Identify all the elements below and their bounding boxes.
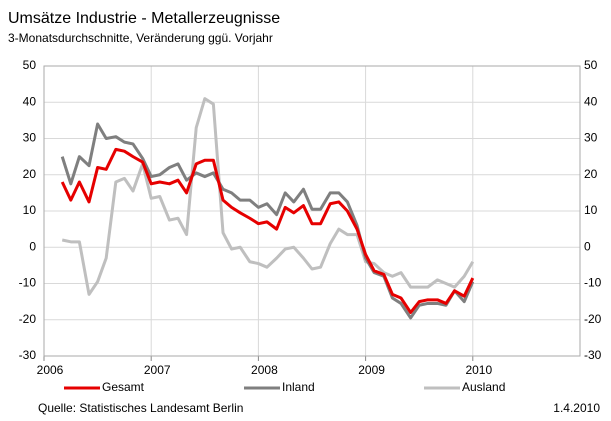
source: Quelle: Statistisches Landesamt Berlin xyxy=(38,401,243,415)
x-tick-label: 2009 xyxy=(358,363,385,377)
y2-tick-label: 0 xyxy=(584,239,591,253)
y-tick-label: 50 xyxy=(23,58,37,72)
series-line xyxy=(61,97,475,296)
chart-subtitle: 3-Monatsdurchschnitte, Veränderung ggü. … xyxy=(8,31,273,45)
y-tick-label: 0 xyxy=(29,239,36,253)
y2-tick-label: -20 xyxy=(584,312,602,326)
x-tick-label: 2010 xyxy=(465,363,492,377)
y-tick-label: -10 xyxy=(19,276,37,290)
y-tick-label: 40 xyxy=(23,94,37,108)
y2-tick-label: -10 xyxy=(584,276,602,290)
y2-tick-label: 20 xyxy=(584,167,598,181)
y2-tick-label: 10 xyxy=(584,203,598,217)
y2-tick-label: -30 xyxy=(584,348,602,362)
x-tick-label: 2008 xyxy=(251,363,278,377)
legend-label: Inland xyxy=(282,380,315,394)
y-tick-label: -30 xyxy=(19,348,37,362)
y-tick-label: -20 xyxy=(19,312,37,326)
y-tick-label: 10 xyxy=(23,203,37,217)
date: 1.4.2010 xyxy=(553,401,600,415)
y-tick-label: 30 xyxy=(23,131,37,145)
chart-title: Umsätze Industrie - Metallerzeugnisse xyxy=(8,10,280,27)
x-tick-label: 2006 xyxy=(37,363,64,377)
plot-frame xyxy=(43,65,581,357)
y-tick-label: 20 xyxy=(23,167,37,181)
legend-label: Gesamt xyxy=(102,380,145,394)
series-line xyxy=(60,122,475,320)
y2-tick-label: 50 xyxy=(584,58,598,72)
y2-tick-label: 40 xyxy=(584,94,598,108)
series-line xyxy=(60,147,475,314)
x-tick-label: 2007 xyxy=(144,363,171,377)
legend-label: Ausland xyxy=(462,380,505,394)
y2-tick-label: 30 xyxy=(584,131,598,145)
